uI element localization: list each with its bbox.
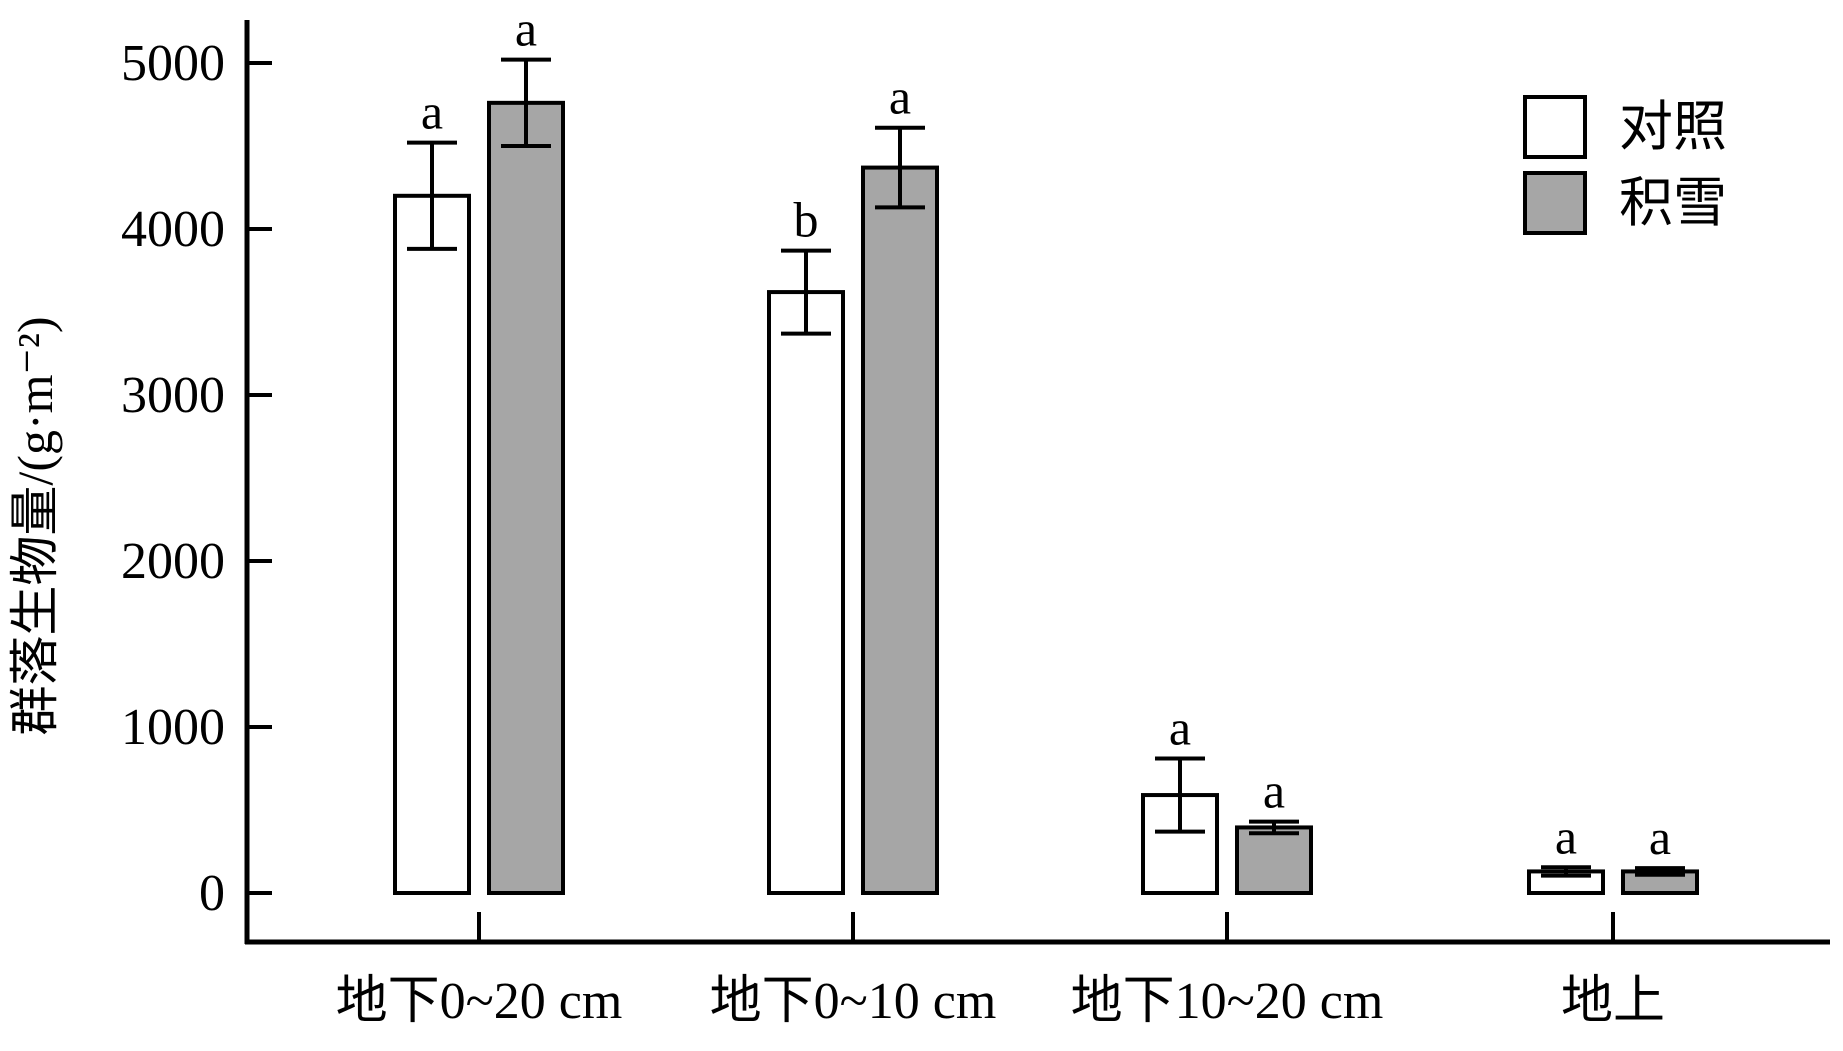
bar-对照-地下10~20 cm	[1141, 793, 1219, 895]
y-tick-label: 5000	[121, 35, 225, 92]
significance-label: a	[889, 69, 911, 125]
significance-label: a	[1649, 809, 1671, 865]
y-axis-title: 群落生物量/(g·m⁻²)	[7, 316, 63, 735]
significance-label: a	[421, 84, 443, 140]
significance-label: a	[1169, 700, 1191, 756]
bars: a a b a a a a a	[393, 1, 1699, 896]
bar-对照-地下0~10 cm	[767, 290, 845, 895]
bar-积雪-地下10~20 cm	[1235, 825, 1313, 895]
x-tick-label: 地上	[1561, 973, 1665, 1030]
bar-积雪-地下0~10 cm	[861, 165, 939, 895]
x-tick-label: 地下0~20 cm	[336, 973, 623, 1030]
y-tick-label: 1000	[121, 699, 225, 756]
y-tick-label: 2000	[121, 533, 225, 590]
significance-label: a	[1263, 763, 1285, 819]
significance-label: a	[1555, 808, 1577, 864]
legend-label-对照: 对照	[1619, 97, 1727, 157]
x-tick-label: 地下10~20 cm	[1071, 973, 1384, 1030]
y-tick-label: 0	[199, 865, 225, 922]
significance-label: a	[515, 1, 537, 57]
legend-swatch-对照	[1523, 95, 1587, 159]
bar-对照-地下0~20 cm	[393, 193, 471, 896]
significance-label: b	[794, 192, 819, 248]
bar-积雪-地下0~20 cm	[487, 100, 565, 895]
x-tick-label: 地下0~10 cm	[710, 973, 997, 1030]
axes: 0 1000 2000 3000 4000 5000 地下0~20 cm 地下0~10 cm 地…	[121, 20, 1830, 1030]
legend-label-积雪: 积雪	[1619, 173, 1727, 233]
y-tick-label: 3000	[121, 367, 225, 424]
legend-swatch-积雪	[1523, 171, 1587, 235]
y-tick-label: 4000	[121, 201, 225, 258]
